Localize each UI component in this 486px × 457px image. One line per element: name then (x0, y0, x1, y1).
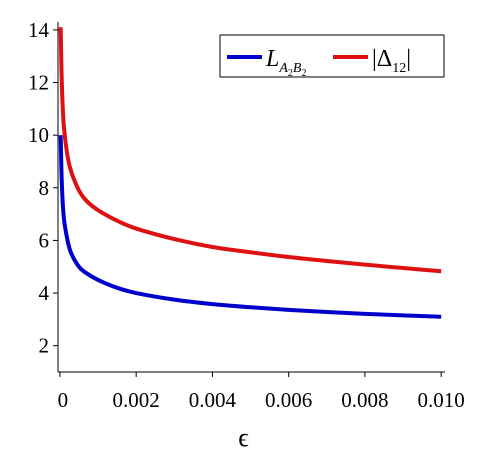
x-tick-label: 0.010 (418, 388, 465, 412)
series-layer (58, 27, 442, 319)
plot-area: 0 0.002 0.004 0.006 0.008 0.010 2 4 6 8 10 12 14 (28, 18, 465, 412)
legend: LA2B2 |Δ12| (219, 34, 445, 79)
y-tick-label: 2 (39, 334, 50, 358)
series-line-0 (58, 135, 442, 319)
y-tick-label: 10 (28, 123, 49, 147)
x-axis-label: ϵ (238, 423, 249, 452)
x-tick-label: 0 (58, 388, 69, 412)
legend-label-series-1: |Δ12| (372, 46, 411, 76)
x-tick-label: 0.008 (341, 388, 388, 412)
y-axis-ticks: 2 4 6 8 10 12 14 (28, 18, 58, 358)
x-tick-label: 0.002 (113, 388, 160, 412)
y-tick-label: 6 (39, 228, 50, 252)
series-line-1 (58, 27, 442, 274)
y-tick-label: 4 (39, 281, 50, 305)
x-tick-label: 0.006 (265, 388, 312, 412)
y-tick-label: 14 (28, 18, 50, 42)
y-tick-label: 8 (39, 176, 50, 200)
legend-label-series-0: LA2B2 (265, 46, 306, 79)
x-axis-ticks: 0 0.002 0.004 0.006 0.008 0.010 (58, 372, 465, 412)
x-tick-label: 0.004 (189, 388, 237, 412)
y-tick-label: 12 (28, 71, 49, 95)
